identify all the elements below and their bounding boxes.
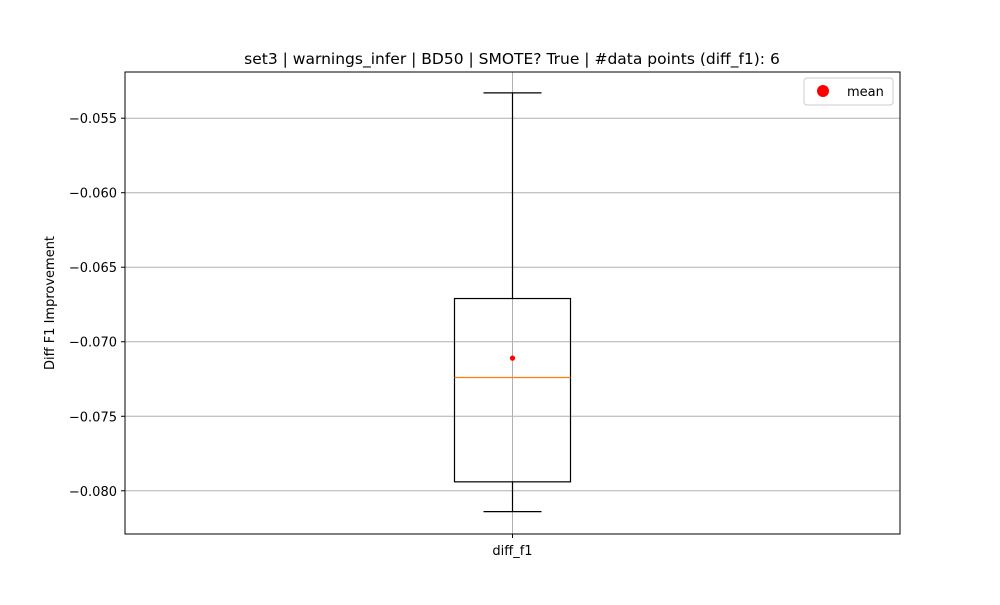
chart-title: set3 | warnings_infer | BD50 | SMOTE? Tr… bbox=[244, 50, 780, 69]
mean-marker bbox=[509, 355, 516, 361]
y-tick-label: −0.065 bbox=[69, 261, 117, 276]
box-elements bbox=[453, 92, 572, 513]
legend-box bbox=[803, 77, 894, 106]
y-tick-label: −0.055 bbox=[69, 112, 117, 127]
y-tick-label: −0.080 bbox=[69, 485, 117, 500]
y-tick-label: −0.060 bbox=[69, 187, 117, 202]
axis-ticks: −0.055 −0.060 −0.065 −0.070 −0.075 −0.080 diff… bbox=[69, 112, 533, 559]
x-tick-label: diff_f1 bbox=[492, 544, 532, 559]
legend-label-mean: mean bbox=[847, 85, 884, 100]
y-tick-label: −0.075 bbox=[69, 410, 117, 425]
iqr-box bbox=[453, 297, 572, 483]
legend: mean bbox=[803, 77, 894, 106]
legend-marker-mean bbox=[817, 85, 829, 97]
y-axis-label: Diff F1 Improvement bbox=[43, 236, 58, 370]
y-tick-label: −0.070 bbox=[69, 336, 117, 351]
plot-area-frame bbox=[124, 71, 901, 535]
